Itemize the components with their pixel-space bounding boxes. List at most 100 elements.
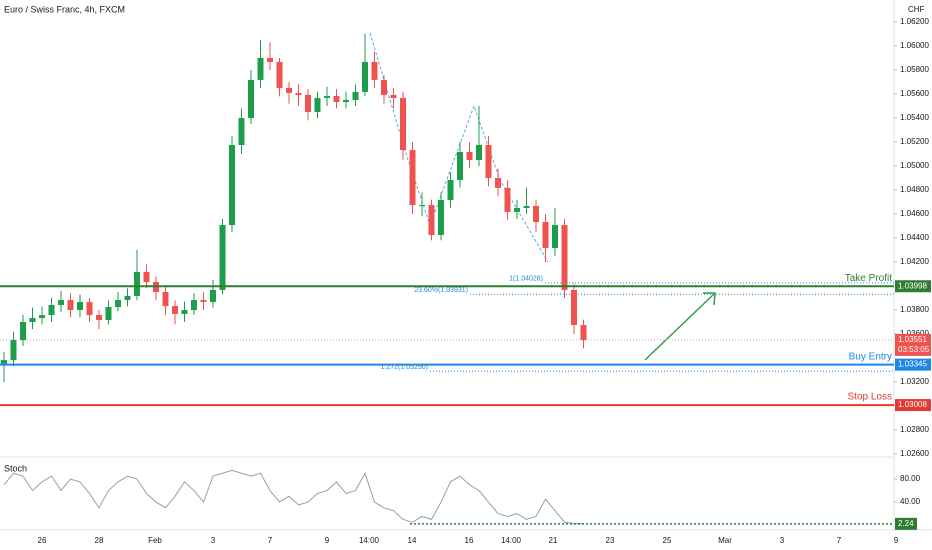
x-tick-label: 21 bbox=[549, 536, 558, 545]
level-price: 1.03345 bbox=[898, 360, 927, 369]
candle-body bbox=[295, 93, 302, 95]
candle-body bbox=[580, 325, 587, 341]
candle-body bbox=[438, 199, 444, 236]
last-price: 1.03551 bbox=[898, 335, 927, 344]
candle-body bbox=[324, 96, 330, 98]
candle-body bbox=[371, 61, 378, 80]
x-tick-label: 16 bbox=[465, 536, 474, 545]
x-tick-label: 14 bbox=[408, 536, 417, 545]
y2-tick-label: 80.00 bbox=[900, 474, 921, 483]
candle-body bbox=[143, 271, 150, 283]
y-tick-label: 1.03600 bbox=[900, 329, 929, 338]
candle-body bbox=[523, 205, 530, 208]
candle-body bbox=[552, 225, 558, 248]
candle-body bbox=[229, 144, 235, 226]
candle-body bbox=[191, 300, 197, 311]
candle-body bbox=[200, 300, 207, 302]
candle-body bbox=[504, 187, 511, 212]
candle-body bbox=[400, 97, 406, 151]
candle-body bbox=[48, 304, 55, 316]
candle-body bbox=[210, 289, 216, 302]
x-tick-label: Mar bbox=[718, 536, 732, 545]
level-name: Buy Entry bbox=[849, 351, 892, 362]
countdown: 03:53:05 bbox=[898, 345, 930, 354]
candle-body bbox=[77, 301, 83, 311]
candle-body bbox=[286, 87, 292, 94]
x-tick-label: 26 bbox=[38, 536, 47, 545]
level-price-box bbox=[895, 358, 931, 371]
candle-body bbox=[352, 91, 359, 100]
y-tick-label: 1.04800 bbox=[900, 185, 929, 194]
y-tick-label: 1.05800 bbox=[900, 65, 929, 74]
candle-body bbox=[276, 61, 283, 88]
candle-body bbox=[96, 315, 102, 320]
candle-body bbox=[447, 180, 454, 200]
x-tick-label: 7 bbox=[268, 536, 273, 545]
candle-body bbox=[333, 96, 340, 103]
y-tick-label: 1.05200 bbox=[900, 137, 929, 146]
y-tick-label: 1.02800 bbox=[900, 425, 929, 434]
oscillator-last-value: 2.24 bbox=[898, 519, 914, 528]
candle-body bbox=[1, 360, 7, 365]
candle-body bbox=[457, 151, 463, 181]
level-name: Take Profit bbox=[845, 273, 892, 284]
candle-body bbox=[29, 318, 36, 323]
y-tick-label: 1.05000 bbox=[900, 161, 929, 170]
candle-body bbox=[257, 57, 264, 80]
chart-title: Euro / Swiss Franc, 4h, FXCM bbox=[4, 4, 125, 14]
candle-body bbox=[20, 322, 26, 341]
candle-body bbox=[428, 204, 435, 236]
y2-tick-label: 40.00 bbox=[900, 497, 921, 506]
fib-label: 1(1.04026) bbox=[509, 276, 543, 283]
fib-label: 23.60%(1.03931) bbox=[414, 287, 468, 294]
projection-arrow bbox=[644, 292, 716, 361]
y-tick-label: 1.04600 bbox=[900, 209, 929, 218]
candle-body bbox=[181, 310, 188, 314]
candle-body bbox=[476, 144, 482, 160]
candle-body bbox=[105, 307, 112, 320]
arrow-head bbox=[703, 292, 716, 306]
candle-body bbox=[542, 222, 549, 248]
level-price: 1.03998 bbox=[898, 281, 927, 290]
candle-body bbox=[495, 177, 501, 188]
candle-body bbox=[561, 225, 568, 290]
candle-body bbox=[248, 79, 254, 118]
oscillator-last-box bbox=[895, 517, 917, 530]
oscillator-name: Stoch bbox=[4, 463, 27, 473]
y-tick-label: 1.03800 bbox=[900, 305, 929, 314]
candle-body bbox=[134, 271, 140, 296]
candle-body bbox=[115, 300, 121, 308]
candle-body bbox=[267, 57, 273, 62]
candle-body bbox=[381, 79, 387, 95]
fib-label: 1.272(1.03290) bbox=[381, 364, 428, 371]
candle-body bbox=[409, 150, 416, 205]
candle-body bbox=[343, 99, 349, 103]
candle-body bbox=[419, 204, 425, 206]
x-tick-label: Feb bbox=[148, 536, 162, 545]
level-price: 1.03008 bbox=[898, 400, 927, 409]
currency-label: CHF bbox=[908, 5, 925, 14]
x-tick-label: 28 bbox=[95, 536, 104, 545]
candle-body bbox=[162, 292, 169, 307]
x-tick-label: 25 bbox=[663, 536, 672, 545]
candle-body bbox=[514, 207, 520, 212]
x-tick-label: 14:00 bbox=[359, 536, 380, 545]
level-name: Stop Loss bbox=[848, 392, 892, 403]
candle-body bbox=[124, 295, 131, 301]
candle-body bbox=[533, 205, 539, 223]
x-tick-label: 9 bbox=[894, 536, 899, 545]
y-tick-label: 1.02600 bbox=[900, 449, 929, 458]
candle-body bbox=[238, 117, 245, 145]
candle-body bbox=[39, 315, 45, 319]
y-tick-label: 1.03200 bbox=[900, 377, 929, 386]
candle-body bbox=[485, 144, 492, 178]
oscillator-line bbox=[3, 469, 584, 525]
x-tick-label: 7 bbox=[837, 536, 842, 545]
candle-body bbox=[172, 306, 178, 314]
y-tick-label: 1.04200 bbox=[900, 257, 929, 266]
candle-body bbox=[86, 301, 93, 316]
x-tick-label: 23 bbox=[606, 536, 615, 545]
candle-body bbox=[219, 225, 226, 290]
